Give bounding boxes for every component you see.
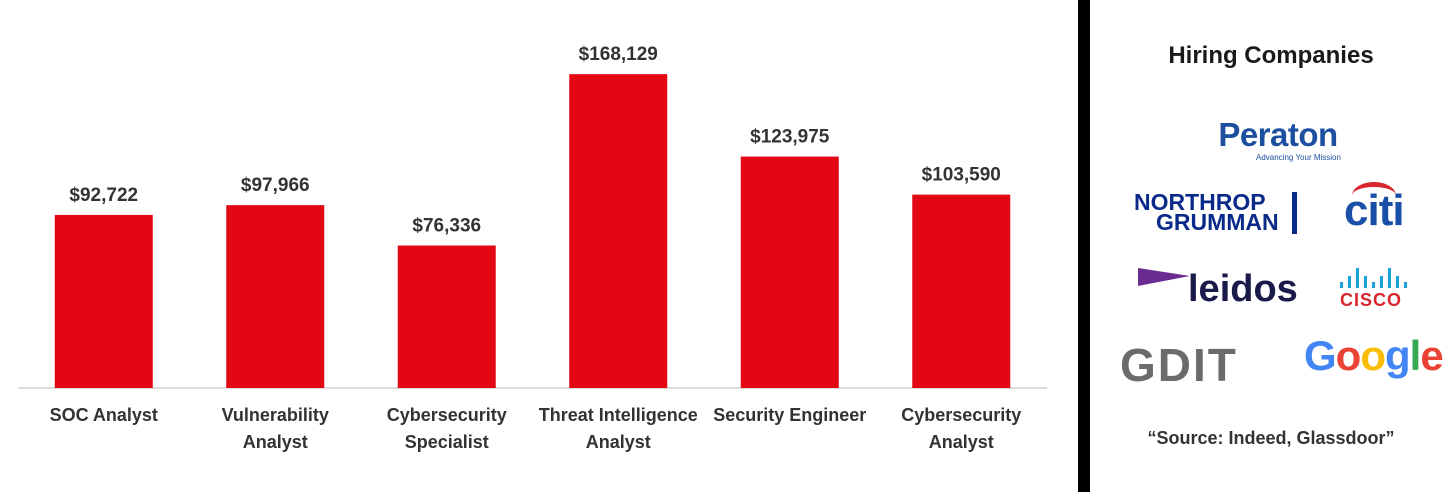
x-tick-label: Security Engineer: [713, 405, 866, 425]
google-letter: l: [1409, 332, 1422, 379]
x-tick-label: Vulnerability: [222, 405, 329, 425]
x-tick-label: Analyst: [586, 432, 651, 452]
google-letter: g: [1384, 332, 1411, 379]
peraton-logo-tagline: Advancing Your Mission: [1256, 153, 1341, 162]
source-note: “Source: Indeed, Glassdoor”: [1147, 428, 1395, 448]
x-tick-label: Analyst: [243, 432, 308, 452]
citi-arc-icon: [1352, 182, 1396, 209]
x-tick-label: Cybersecurity: [901, 405, 1021, 425]
leidos-logo: leidos: [1188, 268, 1298, 310]
data-label: $97,966: [241, 175, 310, 196]
northrop-logo-line1: NORTHROP: [1134, 189, 1266, 215]
google-letter: o: [1360, 332, 1386, 379]
gdit-logo: GDIT: [1120, 339, 1238, 391]
data-label: $123,975: [750, 127, 830, 148]
bar: [54, 214, 153, 388]
leidos-arrow-icon: [1138, 268, 1190, 286]
northrop-grumman-logo: NORTHROP GRUMMAN: [1134, 189, 1279, 235]
x-tick-label: SOC Analyst: [50, 405, 158, 425]
hiring-companies-panel: Hiring Companies Peraton Advancing Your …: [1090, 0, 1452, 492]
google-logo: Google: [1304, 332, 1444, 380]
cisco-logo: CISCO: [1340, 290, 1403, 310]
data-label: $168,129: [579, 44, 658, 65]
salary-bar-chart: $92,722 SOC Analyst $97,966 Vulnerability An…: [18, 44, 1047, 452]
peraton-logo: Peraton Advancing Your Mission: [1208, 117, 1348, 163]
cisco-bars-icon: [1338, 268, 1407, 288]
peraton-logo-name: Peraton: [1218, 116, 1338, 153]
bar: [912, 194, 1011, 388]
x-tick-label: Specialist: [405, 432, 489, 452]
panel-title: Hiring Companies: [1168, 42, 1374, 69]
northrop-logo-bar: [1292, 192, 1297, 234]
citi-logo: citi: [1344, 186, 1405, 235]
x-tick-label: Threat Intelligence: [539, 405, 698, 425]
data-label: $76,336: [412, 216, 481, 237]
x-tick-label: Cybersecurity: [387, 405, 507, 425]
northrop-logo-line2: GRUMMAN: [1156, 209, 1279, 235]
data-label: $103,590: [922, 165, 1001, 186]
google-letter: o: [1335, 332, 1362, 379]
data-label: $92,722: [69, 185, 138, 206]
bar: [397, 245, 496, 388]
x-tick-label: Analyst: [929, 432, 994, 452]
google-letter: e: [1420, 332, 1443, 379]
bar: [226, 205, 325, 388]
bar: [740, 156, 839, 388]
panel-divider: [1078, 0, 1090, 492]
google-letter: G: [1304, 332, 1337, 379]
bar: [569, 74, 668, 388]
google-logo-text: Google: [1304, 332, 1444, 379]
